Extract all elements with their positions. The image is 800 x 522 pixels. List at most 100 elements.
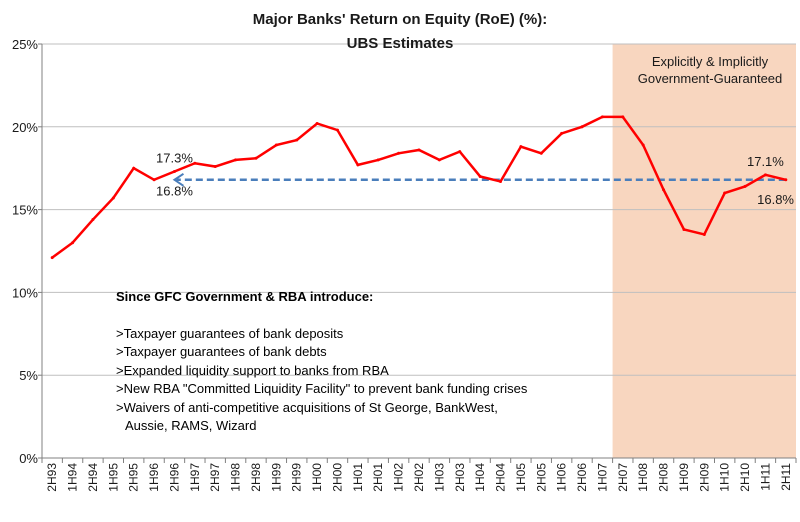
x-tick-label: 2H11 <box>779 463 793 491</box>
series-point <box>702 232 706 236</box>
x-tick-label: 2H03 <box>453 463 467 492</box>
chart-title-line1: Major Banks' Return on Equity (RoE) (%): <box>252 11 548 28</box>
series-point <box>172 170 176 174</box>
x-tick-label: 2H05 <box>534 463 548 492</box>
shaded-region-label-line1: Explicitly & Implicitly <box>651 54 769 69</box>
series-point <box>111 196 115 200</box>
notes-heading: Since GFC Government & RBA introduce: <box>116 289 374 304</box>
x-tick-label: 1H06 <box>555 463 569 492</box>
series-point <box>437 158 441 162</box>
data-label: 16.8% <box>757 192 794 207</box>
x-tick-label: 1H00 <box>310 463 324 492</box>
series-point <box>71 241 75 245</box>
series-point <box>458 150 462 154</box>
data-annotations: 17.3% 16.8% 17.1% 16.8% <box>156 151 794 207</box>
x-tick-label: 1H96 <box>147 463 161 492</box>
x-tick-label: 1H02 <box>392 463 406 492</box>
series-point <box>560 131 564 135</box>
gridlines <box>38 43 796 459</box>
notes-item: >New RBA "Committed Liquidity Facility" … <box>116 381 528 396</box>
series-point <box>539 151 543 155</box>
x-tick-label: 1H11 <box>758 463 772 491</box>
series-point <box>356 163 360 167</box>
reference-arrow <box>172 172 786 187</box>
data-label: 16.8% <box>156 184 193 199</box>
x-tick-label: 1H01 <box>351 463 365 492</box>
x-tick-label: 2H10 <box>738 463 752 492</box>
x-tick-label: 1H07 <box>595 463 609 492</box>
series-point <box>641 143 645 147</box>
series-point <box>152 178 156 182</box>
series-point <box>784 178 788 182</box>
notes-box: Since GFC Government & RBA introduce: >T… <box>116 288 527 436</box>
series-point <box>132 166 136 170</box>
series-point <box>274 143 278 147</box>
series-point <box>234 158 238 162</box>
notes-item: >Waivers of anti-competitive acquisition… <box>116 399 498 415</box>
y-tick-label: 5% <box>19 368 38 383</box>
axes <box>41 44 797 463</box>
x-tick-label: 2H09 <box>697 463 711 492</box>
series-point <box>193 161 197 165</box>
series-point <box>499 179 503 183</box>
x-tick-label: 2H01 <box>371 463 385 492</box>
reference-arrowhead <box>172 172 185 187</box>
x-tick-label: 2H97 <box>208 463 222 492</box>
chart-title-line2: UBS Estimates <box>346 35 454 52</box>
series-point <box>621 115 625 119</box>
x-tick-label: 2H06 <box>575 463 589 492</box>
roe-series-points <box>50 115 788 260</box>
x-tick-label: 2H02 <box>412 463 426 492</box>
x-tick-labels: 2H93 1H94 2H94 1H95 2H95 1H96 2H96 1H97 2H97 1H98… <box>45 463 793 492</box>
y-tick-label: 0% <box>19 451 38 466</box>
series-point <box>763 173 767 177</box>
data-label: 17.3% <box>156 151 193 166</box>
series-point <box>315 121 319 125</box>
series-point <box>335 128 339 132</box>
y-tick-label: 25% <box>12 37 38 52</box>
x-tick-label: 1H98 <box>229 463 243 492</box>
x-tick-label: 2H96 <box>167 463 181 492</box>
series-point <box>519 145 523 149</box>
x-tick-label: 1H09 <box>677 463 691 492</box>
x-tick-label: 1H94 <box>66 463 80 492</box>
series-point <box>478 174 482 178</box>
x-tick-label: 1H95 <box>106 463 120 492</box>
x-tick-label: 2H08 <box>657 463 671 492</box>
series-point <box>723 191 727 195</box>
y-tick-labels: 0% 5% 10% 15% 20% 25% <box>12 37 38 466</box>
x-tick-label: 2H93 <box>45 463 59 492</box>
y-tick-label: 15% <box>12 203 38 218</box>
y-tick-label: 20% <box>12 120 38 135</box>
series-point <box>50 256 54 260</box>
series-point <box>397 151 401 155</box>
x-tick-label: 1H08 <box>636 463 650 492</box>
notes-item: >Expanded liquidity support to banks fro… <box>116 362 389 378</box>
series-point <box>295 138 299 142</box>
x-tick-label: 2H07 <box>616 463 630 492</box>
x-tick-label: 1H05 <box>514 463 528 492</box>
x-tick-label: 2H95 <box>127 463 141 492</box>
series-point <box>417 148 421 152</box>
x-tick-label: 2H98 <box>249 463 263 492</box>
series-point <box>254 156 258 160</box>
y-tick-label: 10% <box>12 285 38 300</box>
x-tick-label: 2H04 <box>494 463 508 492</box>
x-tick-label: 2H94 <box>86 463 100 492</box>
series-point <box>682 227 686 231</box>
series-point <box>600 115 604 119</box>
series-point <box>91 218 95 222</box>
government-guaranteed-shaded-region <box>612 44 796 458</box>
shaded-region-label-line2: Government-Guaranteed <box>637 71 783 86</box>
x-tick-label: 1H97 <box>188 463 202 492</box>
series-point <box>743 184 747 188</box>
notes-item: Aussie, RAMS, Wizard <box>125 418 257 433</box>
series-point <box>376 158 380 162</box>
series-point <box>580 125 584 129</box>
x-tick-label: 2H99 <box>290 463 304 492</box>
data-label: 17.1% <box>747 154 784 169</box>
series-point <box>662 188 666 192</box>
series-point <box>213 165 217 169</box>
notes-item: >Taxpayer guarantees of bank deposits <box>116 325 344 341</box>
